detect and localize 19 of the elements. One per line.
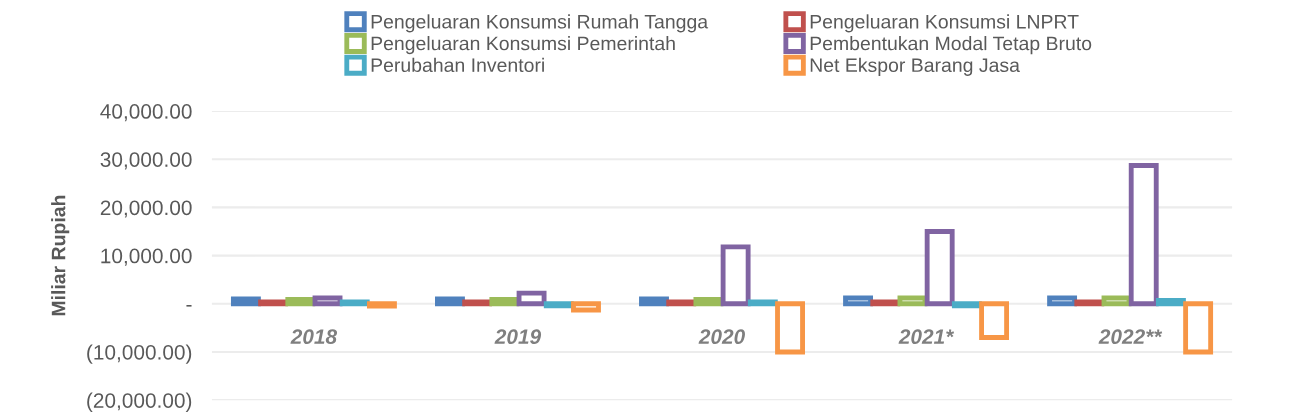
x-tick-label: 2020	[698, 329, 745, 345]
y-tick-label: -	[186, 304, 192, 307]
legend-label: Pembentukan Modal Tetap Bruto	[810, 36, 1092, 55]
legend-label: Pengeluaran Konsumsi Rumah Tangga	[371, 14, 709, 33]
x-tick-label: 2021*	[898, 329, 955, 345]
x-tick-label: 2022**	[1098, 329, 1163, 345]
y-axis-title: Miliar Rupiah	[51, 195, 70, 316]
legend-label: Net Ekspor Barang Jasa	[810, 57, 1020, 76]
y-tick-label: (10,000.00)	[87, 344, 192, 364]
y-tick-label: (20,000.00)	[87, 392, 192, 413]
legend-label: Pengeluaran Konsumsi LNPRT	[810, 14, 1079, 33]
y-tick-label: 40,000.00	[100, 104, 192, 122]
legend-label: Perubahan Inventori	[371, 57, 544, 73]
x-tick-label: 2018	[290, 329, 338, 345]
legend-label: Pengeluaran Konsumsi Pemerintah	[371, 36, 675, 55]
y-tick-label: 30,000.00	[100, 152, 192, 170]
y-tick-label: 20,000.00	[100, 200, 192, 218]
y-tick-label: 10,000.00	[101, 248, 192, 266]
x-tick-label: 2019	[494, 329, 542, 345]
